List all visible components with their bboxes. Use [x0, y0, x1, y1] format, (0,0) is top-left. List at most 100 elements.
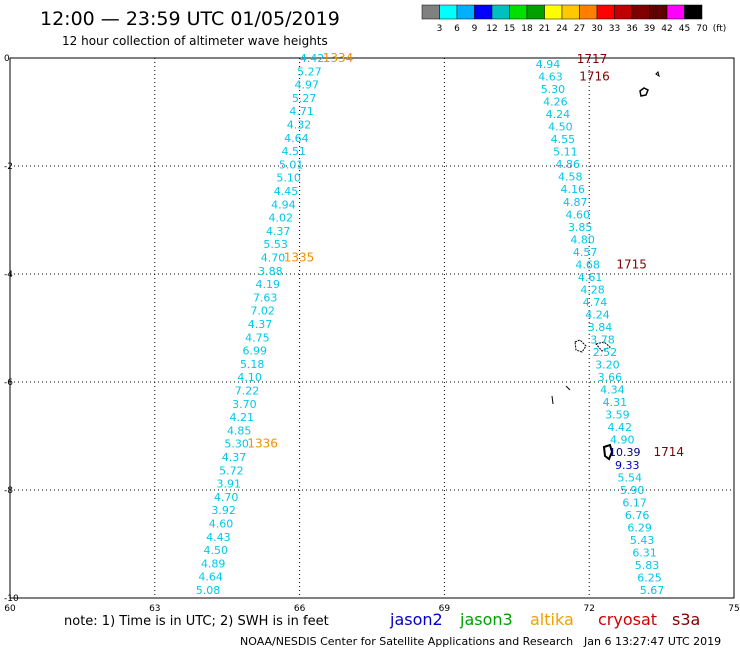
wave-height-value: 4.26 [543, 96, 568, 109]
island-shape [565, 385, 571, 391]
x-tick-label: 75 [728, 604, 739, 614]
wave-height-value: 4.42 [608, 421, 633, 434]
wave-height-value: 4.31 [603, 396, 628, 409]
colorbar-label: 24 [556, 24, 568, 34]
wave-height-value: 5.83 [635, 559, 660, 572]
colorbar-swatch [456, 4, 475, 20]
x-tick-label: 63 [149, 604, 160, 614]
colorbar-label: 33 [609, 24, 620, 34]
wave-height-value: 4.70 [214, 491, 239, 504]
wave-height-value: 4.21 [230, 411, 255, 424]
wave-height-value: 4.42 [300, 52, 325, 65]
wave-height-value: 4.60 [209, 518, 234, 531]
wave-height-value: 3.78 [590, 334, 615, 347]
colorbar-label: 21 [539, 24, 550, 34]
island-shape [595, 341, 611, 352]
colorbar-label: 3 [437, 24, 443, 34]
wave-height-value: 4.02 [269, 212, 294, 225]
wave-height-value: 5.27 [292, 92, 317, 105]
wave-height-colorbar: 3 6 9 12 15 18 21 24 27 30 33 36 39 42 45 70 (ft) [421, 4, 727, 34]
island-shape [551, 395, 554, 405]
wave-height-value: 6.17 [622, 496, 647, 509]
island-shape [639, 87, 649, 97]
wave-height-value: 6.29 [627, 521, 652, 534]
colorbar-label: 9 [472, 24, 478, 34]
satellite-legend-entry: altika [530, 610, 574, 629]
wave-height-value: 4.43 [206, 531, 231, 544]
wave-height-value: 4.51 [282, 145, 307, 158]
wave-height-value: 3.85 [568, 221, 593, 234]
island-shape [602, 443, 614, 461]
wave-height-value: 3.92 [211, 504, 236, 517]
wave-height-value: 4.55 [551, 133, 576, 146]
wave-height-value: 5.72 [219, 464, 244, 477]
colorbar-swatch [509, 4, 528, 20]
wave-height-value: 4.34 [600, 384, 625, 397]
colorbar-swatch [561, 4, 580, 20]
wave-height-value: 5.67 [640, 584, 665, 597]
wave-height-value: 5.90 [620, 484, 645, 497]
satellite-legend-entry: s3a [672, 610, 700, 629]
wave-height-value: 4.85 [227, 424, 252, 437]
wave-height-value: 2.52 [593, 346, 618, 359]
wave-height-value: 4.74 [583, 296, 608, 309]
map-title: 12:00 — 23:59 UTC 01/05/2019 [40, 8, 340, 30]
wave-height-value: 3.20 [595, 359, 620, 372]
colorbar-label: 15 [504, 24, 515, 34]
plot-frame [9, 57, 735, 599]
y-tick-label: -4 [4, 270, 13, 280]
wave-height-value: 4.64 [198, 571, 223, 584]
colorbar-label: 42 [661, 24, 672, 34]
y-tick-label: -6 [4, 378, 13, 388]
colorbar-label: 12 [486, 24, 497, 34]
time-label: 1335 [284, 251, 315, 265]
footer-timestamp: Jan 6 13:27:47 UTC 2019 [583, 635, 721, 648]
wave-height-value: 9.33 [615, 459, 640, 472]
satellite-legend-entry: jason2 [389, 610, 443, 629]
colorbar-swatch [491, 4, 510, 20]
wave-height-value: 5.27 [297, 65, 322, 78]
y-tick-label: 0 [4, 54, 10, 64]
wave-height-value: 6.25 [637, 571, 662, 584]
wave-height-value: 4.37 [222, 451, 247, 464]
wave-height-value: 7.22 [235, 385, 260, 398]
wave-height-value: 4.24 [585, 308, 610, 321]
y-tick-label: -8 [4, 486, 13, 496]
footer-credit: NOAA/NESDIS Center for Satellite Applica… [240, 635, 573, 648]
wave-height-value: 4.10 [237, 371, 262, 384]
colorbar-swatch [684, 4, 703, 20]
colorbar-label: (ft) [713, 24, 727, 34]
wave-height-value: 5.11 [553, 146, 578, 159]
colorbar-swatch [614, 4, 633, 20]
wave-height-value: 4.58 [558, 171, 583, 184]
wave-height-value: 4.94 [536, 58, 561, 71]
wave-height-value: 5.54 [617, 471, 642, 484]
colorbar-swatch [439, 4, 458, 20]
wave-height-value: 4.37 [248, 318, 273, 331]
y-tick-label: -2 [4, 162, 13, 172]
wave-height-value: 4.37 [266, 225, 291, 238]
x-tick-label: 69 [439, 604, 451, 614]
satellite-tracks: 4.425.274.975.274.714.324.644.515.015.10… [196, 51, 684, 597]
island-outlines [551, 71, 660, 461]
colorbar-label: 18 [521, 24, 533, 34]
wave-height-value: 4.87 [563, 196, 588, 209]
colorbar-swatch [544, 4, 563, 20]
wave-height-value: 4.60 [565, 208, 590, 221]
colorbar-swatch [666, 4, 685, 20]
wave-height-value: 5.43 [630, 534, 655, 547]
wave-height-value: 4.71 [289, 105, 314, 118]
wave-height-value: 4.94 [271, 198, 296, 211]
wave-height-value: 7.63 [253, 291, 278, 304]
wave-height-value: 4.50 [548, 121, 573, 134]
wave-height-value: 4.45 [274, 185, 299, 198]
wave-height-value: 10.39 [609, 446, 641, 459]
wave-height-value: 4.90 [610, 434, 635, 447]
x-tick-label: 60 [4, 604, 16, 614]
wave-height-value: 3.91 [217, 478, 242, 491]
time-label: 1717 [577, 52, 608, 66]
plot-area: 4.425.274.975.274.714.324.644.515.015.10… [4, 51, 740, 614]
wave-height-value: 4.61 [578, 271, 603, 284]
colorbar-swatch [474, 4, 493, 20]
